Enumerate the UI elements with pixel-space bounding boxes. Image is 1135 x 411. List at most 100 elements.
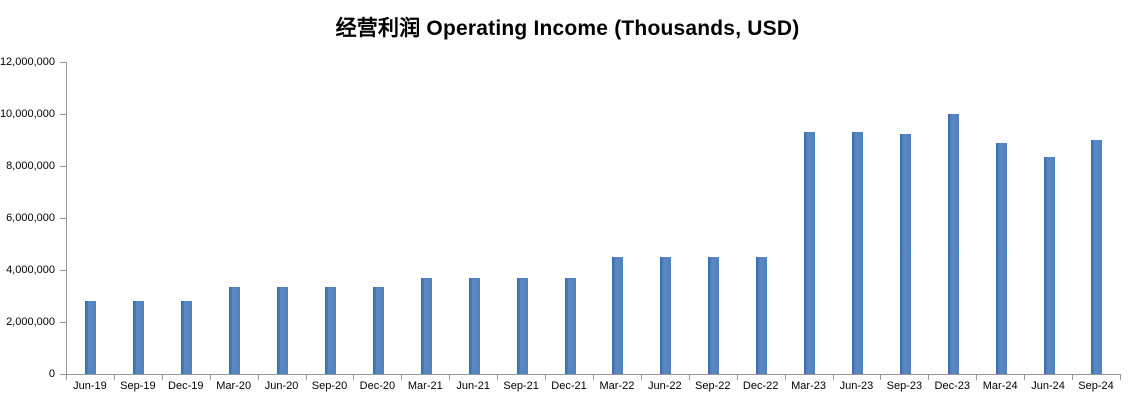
x-tick-label: Dec-22 (742, 380, 779, 392)
x-axis-tick (449, 375, 451, 380)
y-axis-labels: 0 2,000,000 4,000,000 6,000,000 8,000,000 10,… (0, 56, 57, 380)
x-axis-tick (1024, 375, 1026, 380)
x-axis-tick (305, 375, 307, 380)
bar-Mar-24 (995, 142, 1007, 374)
category-cell (354, 62, 402, 374)
bar-Mar-21 (420, 277, 432, 374)
category-cell (738, 62, 786, 374)
category-cell (929, 62, 977, 374)
x-tick-label: Mar-20 (216, 380, 252, 392)
bar-Dec-23 (947, 114, 959, 374)
y-tick-label: 8,000,000 (6, 160, 55, 173)
bar-Jun-24 (1043, 156, 1055, 374)
y-axis-tick (60, 321, 67, 323)
x-axis-tick (976, 375, 978, 380)
bar-Dec-19 (181, 301, 193, 374)
x-tick-label: Jun-19 (73, 380, 107, 392)
x-axis-tick (209, 375, 211, 380)
y-axis-tick (60, 373, 67, 375)
bar-Jun-23 (851, 132, 863, 374)
x-tick-label: Mar-22 (599, 380, 635, 392)
y-axis-tick (60, 61, 67, 63)
y-tick-label: 4,000,000 (6, 264, 55, 277)
x-axis-tick (497, 375, 499, 380)
y-axis-tick (60, 217, 67, 219)
x-tick-label: Mar-21 (407, 380, 443, 392)
bar-Jun-19 (85, 301, 97, 374)
y-tick-label: 0 (48, 368, 55, 380)
x-axis-tick (928, 375, 930, 380)
bar-Dec-22 (756, 257, 768, 374)
bar-Mar-20 (229, 286, 241, 374)
x-axis-tick (640, 375, 642, 380)
y-axis-tick (60, 165, 67, 167)
x-tick-label: Sep-24 (1078, 380, 1114, 392)
bars (67, 62, 1121, 374)
y-axis-tick (60, 113, 67, 115)
x-axis-tick (353, 375, 355, 380)
bar-Dec-21 (564, 277, 576, 374)
x-tick-label: Sep-23 (886, 380, 923, 392)
x-tick-label: Mar-23 (791, 380, 826, 392)
category-cell (163, 62, 211, 374)
category-cell (594, 62, 642, 374)
bar-Jun-22 (660, 257, 672, 374)
bar-Sep-22 (708, 257, 720, 374)
x-tick-label: Jun-23 (839, 380, 874, 392)
category-cell (834, 62, 882, 374)
y-tick-label: 10,000,000 (0, 108, 55, 120)
category-cell (1073, 62, 1121, 374)
plot-area (60, 61, 1121, 380)
x-tick-label: Jun-20 (264, 380, 299, 392)
bar-Mar-23 (804, 132, 816, 374)
y-axis-tick (60, 269, 67, 271)
x-axis-tick (161, 375, 163, 380)
x-axis-tick (257, 375, 259, 380)
category-cell (546, 62, 594, 374)
category-cell (67, 62, 115, 374)
x-tick-label: Mar-24 (982, 380, 1018, 392)
bar-Sep-21 (516, 277, 528, 374)
x-tick-label: Sep-21 (503, 380, 539, 392)
x-tick-label: Jun-21 (456, 380, 491, 392)
x-axis-tick (593, 375, 594, 380)
chart-title: 经营利润 Operating Income (Thousands, USD) (335, 17, 800, 40)
category-cell (690, 62, 738, 374)
y-tick-label: 12,000,000 (0, 56, 55, 68)
bar-Sep-24 (1091, 140, 1103, 374)
x-axis-tick (880, 375, 882, 380)
x-tick-label: Sep-19 (120, 380, 156, 392)
bar-Jun-20 (277, 286, 289, 374)
y-tick-label: 6,000,000 (6, 212, 55, 224)
x-axis-tick (1072, 375, 1074, 380)
x-axis-tick (66, 375, 67, 380)
bar-Dec-20 (372, 286, 384, 374)
bar-Sep-23 (899, 133, 911, 374)
x-axis-tick (401, 375, 403, 380)
category-cell (881, 62, 929, 374)
category-cell (307, 62, 355, 374)
category-cell (115, 62, 163, 374)
x-axis-tick (113, 375, 115, 380)
category-cell (786, 62, 834, 374)
x-tick-label: Sep-22 (694, 380, 731, 392)
x-tick-label: Jun-24 (1031, 380, 1065, 392)
bar-Mar-22 (612, 257, 624, 374)
x-axis-labels: Jun-19 Sep-19 Dec-19 Mar-20 Jun-20 Sep-20 Dec-… (66, 380, 1120, 392)
category-cell (498, 62, 546, 374)
category-cell (450, 62, 498, 374)
category-cell (259, 62, 307, 374)
x-axis-tick (832, 375, 834, 380)
x-axis-tick (1120, 375, 1121, 380)
x-tick-label: Sep-20 (311, 380, 348, 392)
x-tick-label: Dec-21 (551, 380, 587, 392)
x-tick-label: Dec-19 (168, 380, 204, 392)
category-cell (1025, 62, 1073, 374)
category-cell (977, 62, 1025, 374)
x-axis-tick (688, 375, 690, 380)
bar-Sep-19 (133, 301, 145, 374)
x-axis-tick (784, 375, 786, 380)
x-tick-label: Jun-22 (648, 380, 682, 392)
y-tick-label: 2,000,000 (6, 316, 55, 329)
